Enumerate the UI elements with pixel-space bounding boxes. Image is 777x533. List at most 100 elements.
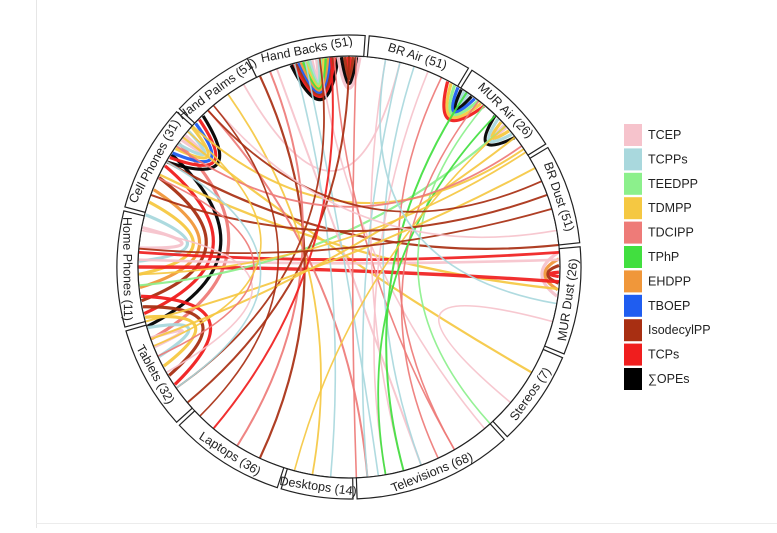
ribbon-5-band-2 xyxy=(138,200,195,276)
legend-label-0: TCEP xyxy=(648,128,681,142)
chord-40 xyxy=(379,59,557,305)
chord-1 xyxy=(159,173,560,291)
legend-swatch-6 xyxy=(624,270,642,293)
ribbon-5-band-3 xyxy=(139,188,201,290)
chord-19 xyxy=(213,56,334,429)
chord-16 xyxy=(318,58,485,429)
segment-box-mur_air xyxy=(459,69,547,157)
chord-27 xyxy=(385,91,468,471)
chord-25 xyxy=(373,71,429,475)
legend-swatch-0 xyxy=(624,124,642,146)
chord-45 xyxy=(157,177,255,357)
segment-label-stereos: Stereos (7) xyxy=(507,365,554,424)
segment-label-home_phones: Home Phones (11) xyxy=(120,217,135,321)
legend: TCEP TCPPs TEEDPP TDMPP TDCIPP TPhP EHDPP TBOEP… xyxy=(624,124,711,390)
segment-box-tablets xyxy=(125,324,194,424)
chord-35 xyxy=(145,167,536,323)
segment-box-home_phones xyxy=(116,210,146,328)
legend-swatch-3 xyxy=(624,197,642,220)
chord-28 xyxy=(400,100,480,459)
chord-30 xyxy=(377,115,496,475)
chord-31 xyxy=(293,125,506,471)
chord-15 xyxy=(304,60,380,476)
segment-label-laptops: Laptops (36) xyxy=(197,429,264,479)
chord-layer xyxy=(137,56,561,478)
segment-box-mur_dust xyxy=(543,246,582,355)
chord-18 xyxy=(187,56,350,403)
ribbon-0-band-6 xyxy=(296,57,333,95)
segment-box-stereos xyxy=(492,348,564,438)
chord-37 xyxy=(150,194,548,233)
legend-label-7: TBOEP xyxy=(648,299,690,313)
legend-label-10: ∑OPEs xyxy=(648,372,690,386)
chord-46 xyxy=(153,131,262,347)
legend-swatch-4 xyxy=(624,221,642,244)
chord-5 xyxy=(138,125,507,287)
chord-3 xyxy=(137,258,561,265)
chord-43 xyxy=(166,161,262,389)
chord-23 xyxy=(361,62,401,478)
segment-box-br_dust xyxy=(529,146,581,246)
legend-swatch-2 xyxy=(624,172,642,195)
legend-label-4: TDCIPP xyxy=(648,226,694,240)
chord-26 xyxy=(397,77,455,450)
segment-box-desktops xyxy=(280,468,354,500)
ribbon-0-band-8 xyxy=(291,57,338,100)
legend-swatch-9 xyxy=(624,343,642,366)
legend-label-3: TDMPP xyxy=(648,201,692,215)
chord-42 xyxy=(199,105,279,417)
chord-32 xyxy=(150,136,516,340)
segment-box-hand_backs xyxy=(246,34,366,79)
ribbon-0-band-4 xyxy=(301,58,328,91)
ribbon-0-band-3 xyxy=(303,58,326,89)
chord-10 xyxy=(227,94,322,475)
ribbon-4-band-3 xyxy=(540,251,560,298)
legend-swatch-8 xyxy=(624,319,642,342)
segment-label-cell_phones: Cell Phones (31) xyxy=(126,117,183,206)
legend-label-2: TEEDPP xyxy=(648,177,698,191)
chord-11 xyxy=(259,75,306,459)
chord-4 xyxy=(138,250,560,262)
segment-box-laptops xyxy=(178,410,285,489)
chord-9 xyxy=(207,109,369,478)
ribbon-6-band-3 xyxy=(142,305,205,377)
legend-label-9: TCPs xyxy=(648,348,679,362)
segment-box-televisions xyxy=(355,422,506,500)
legend-label-5: TPhP xyxy=(648,250,679,264)
ribbon-6-band-1 xyxy=(147,323,191,358)
chord-34 xyxy=(138,151,527,276)
chord-24 xyxy=(382,66,422,466)
chord-44 xyxy=(141,229,254,373)
segment-box-hand_palms xyxy=(178,57,258,124)
legend-swatch-7 xyxy=(624,294,642,317)
chord-21 xyxy=(351,56,358,478)
legend-swatch-10 xyxy=(624,368,642,390)
ribbon-6-band-4 xyxy=(140,294,213,386)
ribbon-0-band-1 xyxy=(308,59,322,85)
chord-14 xyxy=(293,63,337,478)
chord-29 xyxy=(417,105,491,424)
segment-box-cell_phones xyxy=(124,110,194,214)
legend-label-8: IsodecylPP xyxy=(648,323,711,337)
segment-box-br_air xyxy=(366,35,470,87)
ribbon-5-band-0 xyxy=(139,226,184,250)
chord-22 xyxy=(370,59,405,471)
chord-36 xyxy=(207,110,542,213)
legend-swatch-1 xyxy=(624,148,642,171)
chord-13 xyxy=(276,68,422,466)
ribbon-4-band-2 xyxy=(543,257,560,292)
chord-33 xyxy=(176,145,522,208)
chord-39 xyxy=(213,105,557,239)
chord-41 xyxy=(437,304,553,403)
legend-label-6: EHDPP xyxy=(648,274,691,288)
ribbon-5-band-1 xyxy=(138,213,189,263)
ribbon-4-band-0 xyxy=(548,270,560,279)
legend-label-1: TCPPs xyxy=(648,152,688,166)
chord-2 xyxy=(137,265,561,284)
legend-swatch-5 xyxy=(624,246,642,268)
chord-38 xyxy=(138,208,552,254)
left-divider xyxy=(36,0,37,528)
ribbon-0-band-5 xyxy=(298,57,331,93)
